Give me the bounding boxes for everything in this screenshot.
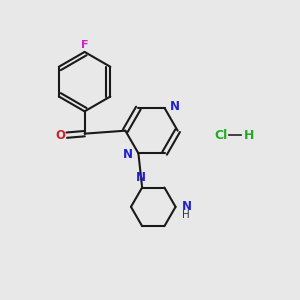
Text: N: N	[182, 200, 191, 213]
Text: N: N	[123, 148, 133, 161]
Text: H: H	[244, 129, 254, 142]
Text: Cl: Cl	[214, 129, 227, 142]
Text: N: N	[136, 171, 146, 184]
Text: H: H	[182, 210, 189, 220]
Text: O: O	[55, 129, 65, 142]
Text: F: F	[81, 40, 88, 50]
Text: N: N	[170, 100, 180, 113]
